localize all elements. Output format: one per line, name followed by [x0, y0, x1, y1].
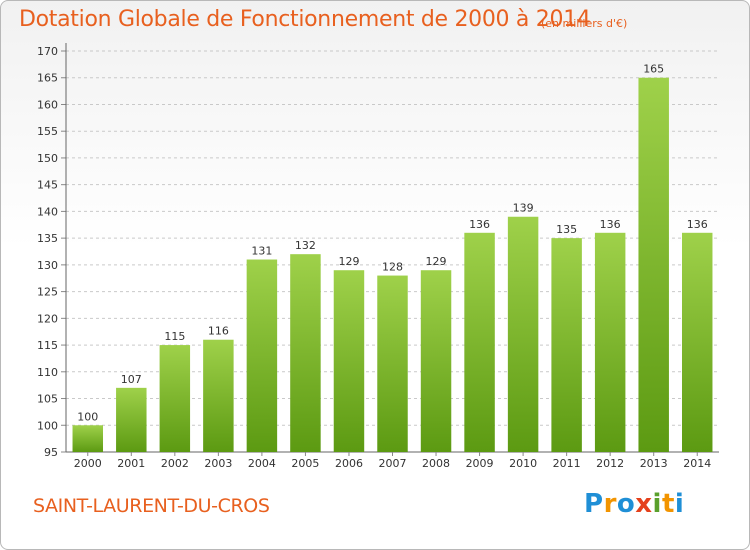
bar [116, 387, 147, 452]
x-tick-label: 2000 [74, 457, 102, 470]
x-tick-label: 2010 [509, 457, 537, 470]
y-tick-label: 115 [37, 339, 58, 352]
bar [246, 259, 278, 452]
data-label: 115 [164, 330, 185, 343]
x-tick-label: 2008 [422, 457, 450, 470]
y-tick-label: 105 [37, 393, 58, 406]
bar [464, 232, 495, 452]
bar [420, 270, 452, 452]
x-tick-label: 2002 [161, 457, 189, 470]
logo-letter: x [635, 489, 653, 519]
y-tick-label: 100 [37, 419, 58, 432]
data-label: 136 [687, 218, 708, 231]
y-tick-label: 170 [37, 45, 58, 58]
x-tick-label: 2006 [335, 457, 363, 470]
bar [638, 77, 669, 452]
y-tick-label: 95 [44, 446, 58, 459]
y-tick-label: 110 [37, 366, 58, 379]
x-tick-label: 2013 [640, 457, 668, 470]
data-label: 116 [208, 325, 229, 338]
y-tick-label: 120 [37, 312, 58, 325]
data-label: 136 [600, 218, 621, 231]
x-tick-label: 2005 [291, 457, 319, 470]
y-tick-label: 130 [37, 259, 58, 272]
x-tick-label: 2014 [683, 457, 711, 470]
logo-letter: i [652, 489, 662, 519]
logo-letter: o [616, 489, 636, 519]
logo-letter: t [661, 489, 675, 519]
y-tick-label: 135 [37, 232, 58, 245]
chart-title: Dotation Globale de Fonctionnement de 20… [19, 7, 591, 32]
data-label: 131 [251, 245, 272, 258]
data-label: 135 [556, 223, 577, 236]
data-label: 129 [338, 255, 359, 268]
y-tick-label: 160 [37, 98, 58, 111]
logo-letter: r [603, 489, 617, 519]
y-tick-label: 155 [37, 125, 58, 138]
x-tick-label: 2009 [466, 457, 494, 470]
bar [594, 232, 626, 452]
bar [290, 254, 321, 452]
y-tick-label: 165 [37, 72, 58, 85]
bar [377, 275, 408, 452]
y-tick-label: 145 [37, 179, 58, 192]
y-tick-label: 150 [37, 152, 58, 165]
bar [507, 216, 539, 452]
x-tick-label: 2004 [248, 457, 276, 470]
x-tick-label: 2007 [379, 457, 407, 470]
bar [551, 238, 582, 452]
data-label: 129 [426, 255, 447, 268]
data-label: 100 [77, 410, 98, 423]
unit-label: (en milliers d'€) [541, 17, 628, 30]
commune-name: SAINT-LAURENT-DU-CROS [33, 495, 270, 517]
x-tick-label: 2011 [553, 457, 581, 470]
logo-letter: i [674, 489, 685, 519]
proxiti-logo: Proxiti [584, 489, 684, 519]
y-tick-label: 125 [37, 286, 58, 299]
x-tick-label: 2003 [204, 457, 232, 470]
bar [333, 270, 365, 452]
data-label: 128 [382, 261, 403, 274]
x-tick-label: 2012 [596, 457, 624, 470]
data-label: 132 [295, 239, 316, 252]
bar [72, 425, 104, 452]
logo-letter: P [584, 489, 604, 519]
data-label: 136 [469, 218, 490, 231]
x-tick-label: 2001 [117, 457, 145, 470]
bar [681, 232, 713, 452]
data-label: 139 [513, 202, 534, 215]
data-label: 165 [643, 63, 664, 76]
data-label: 107 [121, 373, 142, 386]
y-tick-label: 140 [37, 205, 58, 218]
bar [159, 345, 191, 452]
bar [203, 339, 234, 452]
